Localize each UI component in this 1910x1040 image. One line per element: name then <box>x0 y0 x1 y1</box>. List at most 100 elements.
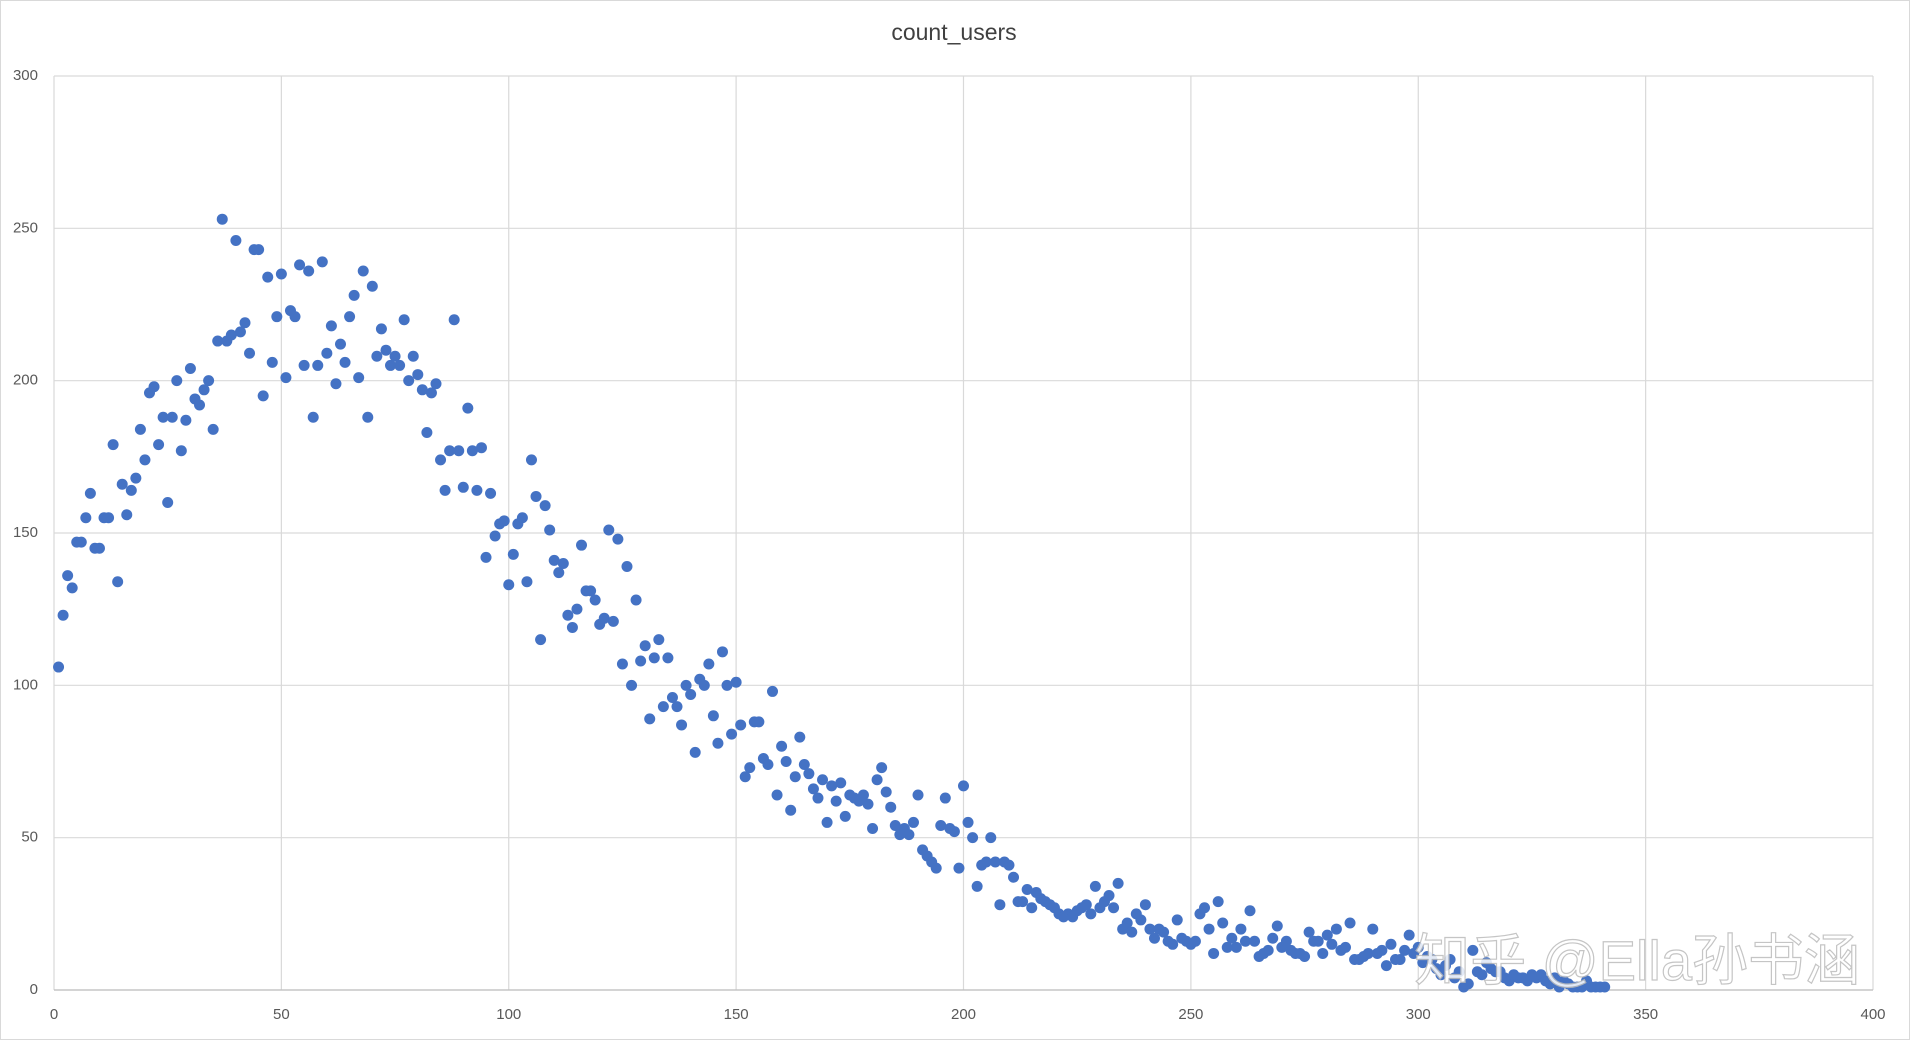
point <box>1321 929 1333 941</box>
point <box>867 823 879 835</box>
x-tick-label: 200 <box>951 1006 976 1023</box>
x-tick-label: 400 <box>1860 1006 1885 1023</box>
point <box>798 759 810 771</box>
point <box>871 774 883 786</box>
x-tick-label: 250 <box>1178 1006 1203 1023</box>
y-tick-label: 100 <box>13 676 38 693</box>
point <box>1139 899 1151 911</box>
point <box>948 826 960 838</box>
point <box>239 317 251 329</box>
point <box>857 789 869 801</box>
point <box>175 445 187 457</box>
point <box>184 362 196 374</box>
point <box>280 372 292 384</box>
point <box>1330 923 1342 935</box>
point <box>1085 908 1097 920</box>
point <box>1462 978 1474 990</box>
point <box>1189 935 1201 947</box>
point <box>939 792 951 804</box>
point <box>407 350 419 362</box>
point <box>630 594 642 606</box>
x-tick-label: 350 <box>1633 1006 1658 1023</box>
point <box>225 329 237 341</box>
point <box>1230 941 1242 953</box>
point <box>1171 914 1183 926</box>
point <box>394 359 406 371</box>
point <box>903 829 915 841</box>
point <box>1021 883 1033 895</box>
point <box>385 359 397 371</box>
point <box>234 326 246 338</box>
point <box>207 423 219 435</box>
point <box>1017 896 1029 908</box>
x-tick-label: 100 <box>496 1006 521 1023</box>
x-tick-label: 300 <box>1406 1006 1431 1023</box>
point <box>357 265 369 277</box>
point <box>134 423 146 435</box>
point <box>1467 944 1479 956</box>
point <box>680 679 692 691</box>
point <box>162 497 174 509</box>
point <box>789 771 801 783</box>
point <box>576 539 588 551</box>
point <box>585 585 597 597</box>
point <box>362 411 374 423</box>
point <box>539 500 551 512</box>
point <box>1103 890 1115 902</box>
y-tick-label: 200 <box>13 372 38 389</box>
point <box>716 646 728 658</box>
point <box>612 533 624 545</box>
point <box>339 356 351 368</box>
point <box>548 554 560 566</box>
point <box>1080 899 1092 911</box>
point <box>1549 972 1561 984</box>
point <box>930 862 942 874</box>
point <box>803 768 815 780</box>
point <box>953 862 965 874</box>
point <box>553 567 565 579</box>
point <box>785 804 797 816</box>
point <box>516 512 528 524</box>
point <box>1262 944 1274 956</box>
point <box>439 484 451 496</box>
point <box>66 582 78 594</box>
x-tick-label: 50 <box>273 1006 290 1023</box>
point <box>366 280 378 292</box>
point <box>321 347 333 359</box>
point <box>498 515 510 527</box>
point <box>430 378 442 390</box>
point <box>721 679 733 691</box>
point <box>835 777 847 789</box>
point <box>198 384 210 396</box>
point <box>398 314 410 326</box>
point <box>75 536 87 548</box>
point <box>767 685 779 697</box>
point <box>662 652 674 664</box>
point <box>807 783 819 795</box>
point <box>698 679 710 691</box>
point <box>312 359 324 371</box>
point <box>885 801 897 813</box>
point <box>635 655 647 667</box>
point <box>1126 926 1138 938</box>
point <box>616 658 628 670</box>
point <box>839 810 851 822</box>
point <box>462 402 474 414</box>
point <box>1380 960 1392 972</box>
x-tick-label: 150 <box>724 1006 749 1023</box>
point <box>989 856 1001 868</box>
point <box>180 414 192 426</box>
point <box>821 816 833 828</box>
point <box>389 350 401 362</box>
point <box>1003 859 1015 871</box>
point <box>425 387 437 399</box>
point <box>771 789 783 801</box>
point <box>1280 935 1292 947</box>
point <box>603 524 615 536</box>
point <box>689 746 701 758</box>
point <box>489 530 501 542</box>
point <box>626 679 638 691</box>
point <box>435 454 447 466</box>
point <box>739 771 751 783</box>
